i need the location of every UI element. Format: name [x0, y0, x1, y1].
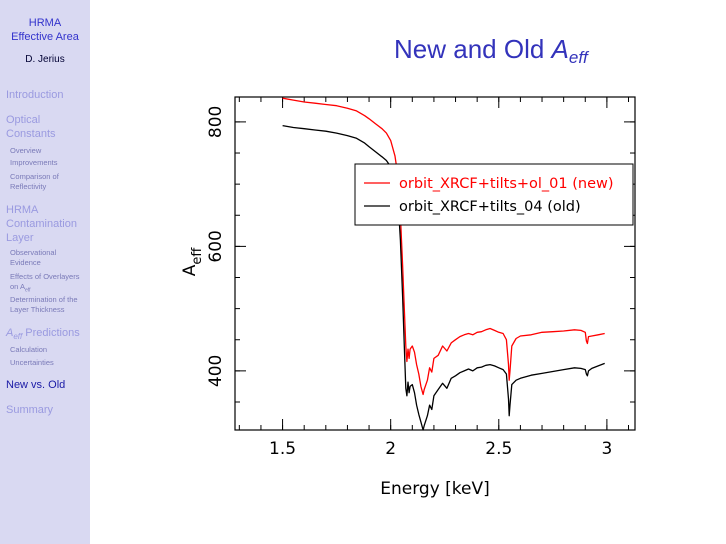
legend: orbit_XRCF+tilts+ol_01 (new) orbit_XRCF+…: [354, 163, 634, 226]
sidebar: HRMA Effective Area D. Jerius Introducti…: [0, 0, 90, 544]
presentation-title[interactable]: HRMA Effective Area: [0, 16, 90, 44]
y-tick-label: 400: [206, 355, 226, 387]
nav-comparison-of-reflectivity[interactable]: Comparison of Reflectivity: [10, 172, 90, 192]
nav-comparison-line1: Comparison of: [10, 172, 59, 181]
x-tick-label: 2.5: [485, 439, 512, 459]
nav-uncertainties-label: Uncertainties: [10, 358, 54, 367]
x-axis-label: Energy [keV]: [380, 479, 490, 499]
svg-text:Aeff: Aeff: [180, 247, 205, 277]
nav-optical-constants-line2: Constants: [6, 128, 56, 140]
nav-comparison-line2: Reflectivity: [10, 182, 47, 191]
x-tick-label: 2: [385, 439, 396, 459]
x-tick-label: 3: [601, 439, 612, 459]
series-line-new: [282, 97, 605, 396]
nav-aeff-rest: Predictions: [22, 327, 80, 339]
nav-observational-evidence[interactable]: Observational Evidence: [10, 248, 90, 268]
nav-overview[interactable]: Overview: [10, 146, 90, 156]
nav-introduction[interactable]: Introduction: [6, 89, 64, 101]
legend-label-old: orbit_XRCF+tilts_04 (old): [399, 199, 581, 215]
nav-effects-line2-sub: eff: [25, 287, 31, 294]
y-tick-labels: 400 600 800: [206, 106, 226, 387]
presentation-title-line2: Effective Area: [11, 31, 79, 43]
slide-title-a: A: [551, 34, 569, 64]
nav-determination-line1: Determination of the: [10, 295, 78, 304]
legend-box: [354, 163, 634, 226]
nav-calculation-label: Calculation: [10, 345, 48, 354]
presentation-title-line1: HRMA: [28, 17, 62, 29]
series-line-old: [282, 124, 605, 431]
nav-new-vs-old[interactable]: New vs. Old: [6, 379, 66, 391]
nav-optical-constants[interactable]: Optical Constants: [6, 113, 90, 141]
author-name: D. Jerius: [25, 54, 65, 65]
legend-label-new: orbit_XRCF+tilts+ol_01 (new): [399, 176, 614, 192]
nav-aeff-predictions[interactable]: Aeff Predictions: [6, 326, 90, 344]
nav-observational-line2: Evidence: [10, 258, 41, 267]
series-lines: [282, 97, 605, 431]
nav-optical-constants-line1: Optical: [6, 114, 41, 126]
nav-overview-label: Overview: [10, 146, 42, 155]
nav-summary[interactable]: Summary: [6, 404, 54, 416]
slide-title: New and Old Aeff: [394, 34, 588, 68]
x-tick-label: 1.5: [269, 439, 296, 459]
y-axis-label: Aeff: [180, 247, 205, 277]
y-axis-label-sub: eff: [190, 247, 205, 265]
nav-determination-of-thickness[interactable]: Determination of the Layer Thickness: [10, 295, 90, 315]
nav-determination-line2: Layer Thickness: [10, 305, 65, 314]
nav-aeff-sub: eff: [13, 332, 23, 342]
nav-observational-line1: Observational: [10, 248, 57, 257]
nav-uncertainties[interactable]: Uncertainties: [10, 358, 90, 368]
nav-aeff-a: A: [6, 327, 14, 339]
slide-title-main: New and Old: [394, 34, 552, 64]
nav-improvements-label: Improvements: [10, 158, 58, 167]
nav-improvements[interactable]: Improvements: [10, 158, 90, 168]
plot-frame: [234, 96, 636, 431]
nav-contamination-line1: HRMA: [6, 204, 39, 216]
nav-effects-line2: on Aeff: [10, 282, 90, 296]
nav-contamination-line2: Contamination: [6, 218, 77, 230]
x-tick-labels: 1.5 2 2.5 3: [269, 439, 612, 459]
nav-effects-line1: Effects of Overlayers: [10, 272, 80, 281]
nav-effects-line2-text: on A: [10, 282, 26, 291]
nav-calculation[interactable]: Calculation: [10, 345, 90, 355]
y-tick-label: 800: [206, 106, 226, 138]
nav-hrma-contamination-layer[interactable]: HRMA Contamination Layer: [6, 203, 90, 245]
y-axis-label-main: A: [180, 264, 200, 276]
nav-effects-of-overlayers[interactable]: Effects of Overlayers on Aeff: [10, 272, 90, 296]
slide-title-sub: eff: [568, 48, 588, 67]
axis-ticks: [235, 97, 635, 430]
y-tick-label: 600: [206, 230, 226, 262]
nav-contamination-line3: Layer: [6, 232, 34, 244]
